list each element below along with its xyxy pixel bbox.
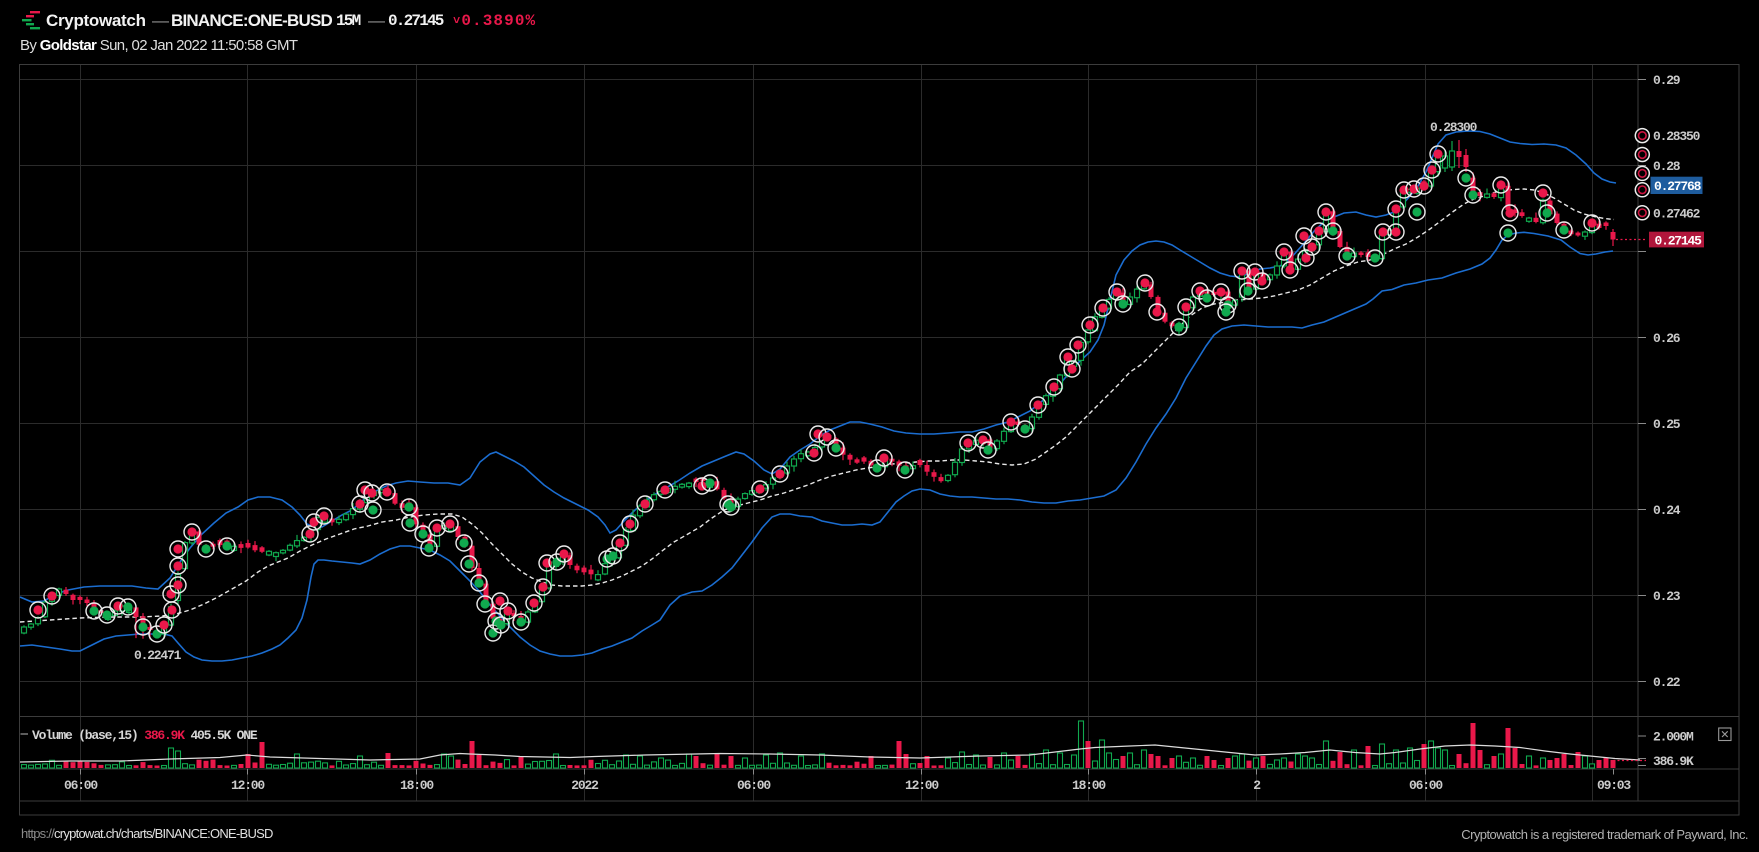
svg-text:0.27768: 0.27768 <box>1654 179 1702 194</box>
svg-text:06:00: 06:00 <box>64 778 98 793</box>
svg-text:0.28350: 0.28350 <box>1653 129 1701 144</box>
svg-text:0.25: 0.25 <box>1653 417 1681 432</box>
svg-text:09:03: 09:03 <box>1597 778 1631 793</box>
svg-text:Volume (base,15) 386.9K 405.5K: Volume (base,15) 386.9K 405.5K ONE <box>32 728 258 743</box>
svg-text:18:00: 18:00 <box>1072 778 1106 793</box>
svg-text:386.9K: 386.9K <box>1653 754 1694 769</box>
svg-text:18:00: 18:00 <box>400 778 434 793</box>
svg-text:0.28: 0.28 <box>1653 159 1681 174</box>
svg-text:0.27462: 0.27462 <box>1653 206 1701 221</box>
svg-text:12:00: 12:00 <box>905 778 939 793</box>
svg-text:2022: 2022 <box>571 778 599 793</box>
svg-text:0.22471: 0.22471 <box>134 648 182 663</box>
svg-text:0.27145: 0.27145 <box>1655 234 1703 249</box>
svg-text:06:00: 06:00 <box>1409 778 1443 793</box>
svg-text:2.000M: 2.000M <box>1653 730 1694 745</box>
svg-text:2: 2 <box>1253 778 1261 793</box>
svg-text:0.28300: 0.28300 <box>1430 120 1478 135</box>
svg-text:0.24: 0.24 <box>1653 503 1681 518</box>
svg-text:0.26: 0.26 <box>1653 331 1681 346</box>
svg-text:0.29: 0.29 <box>1653 73 1681 88</box>
svg-text:12:00: 12:00 <box>231 778 265 793</box>
svg-text:0.22: 0.22 <box>1653 675 1681 690</box>
svg-text:0.23: 0.23 <box>1653 589 1681 604</box>
svg-text:06:00: 06:00 <box>737 778 771 793</box>
